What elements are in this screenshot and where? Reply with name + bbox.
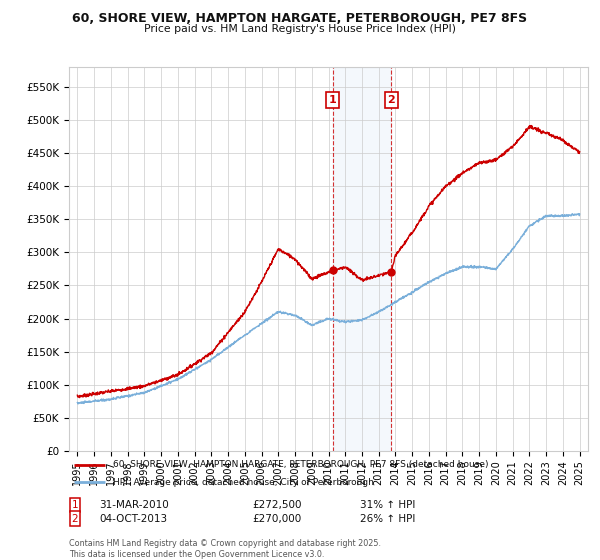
Text: 60, SHORE VIEW, HAMPTON HARGATE, PETERBOROUGH, PE7 8FS (detached house): 60, SHORE VIEW, HAMPTON HARGATE, PETERBO… [113, 460, 488, 469]
Text: Contains HM Land Registry data © Crown copyright and database right 2025.
This d: Contains HM Land Registry data © Crown c… [69, 539, 381, 559]
Text: HPI: Average price, detached house, City of Peterborough: HPI: Average price, detached house, City… [113, 478, 374, 487]
Text: 2: 2 [71, 514, 79, 524]
Text: 1: 1 [329, 95, 337, 105]
Bar [332, 67, 391, 451]
Text: 04-OCT-2013: 04-OCT-2013 [99, 514, 167, 524]
Text: Price paid vs. HM Land Registry's House Price Index (HPI): Price paid vs. HM Land Registry's House … [144, 24, 456, 34]
Text: 26% ↑ HPI: 26% ↑ HPI [360, 514, 415, 524]
Text: £270,000: £270,000 [252, 514, 301, 524]
Text: 2: 2 [388, 95, 395, 105]
Text: 60, SHORE VIEW, HAMPTON HARGATE, PETERBOROUGH, PE7 8FS: 60, SHORE VIEW, HAMPTON HARGATE, PETERBO… [73, 12, 527, 25]
Text: 31% ↑ HPI: 31% ↑ HPI [360, 500, 415, 510]
Text: 1: 1 [71, 500, 79, 510]
Text: 31-MAR-2010: 31-MAR-2010 [99, 500, 169, 510]
Text: £272,500: £272,500 [252, 500, 302, 510]
